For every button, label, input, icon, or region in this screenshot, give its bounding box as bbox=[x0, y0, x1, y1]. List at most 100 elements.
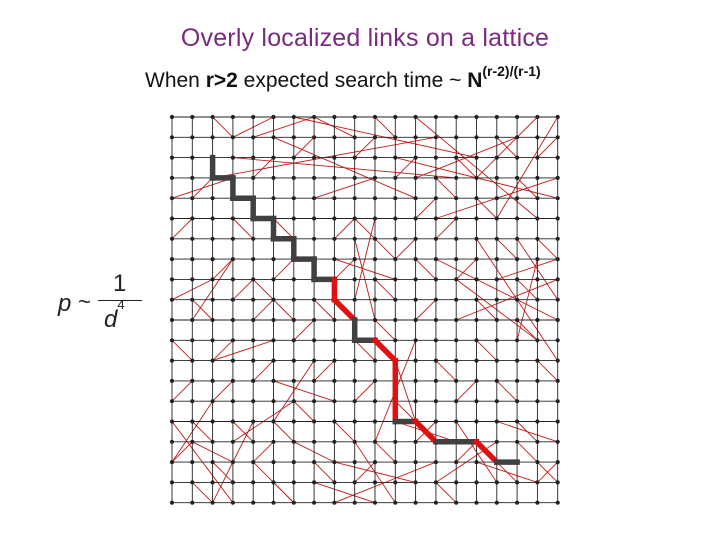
lattice-node bbox=[555, 358, 560, 363]
lattice-node bbox=[494, 175, 499, 180]
grid-lines bbox=[171, 116, 559, 504]
long-range-link bbox=[394, 157, 416, 179]
long-range-link bbox=[476, 299, 498, 321]
long-range-link bbox=[435, 482, 457, 504]
lattice-node bbox=[433, 399, 438, 404]
lattice-node bbox=[515, 480, 520, 485]
lattice-node bbox=[230, 135, 235, 140]
lattice-node bbox=[474, 480, 479, 485]
lattice-node bbox=[413, 338, 418, 343]
lattice-node bbox=[271, 155, 276, 160]
lattice-node bbox=[454, 135, 459, 140]
long-range-link bbox=[273, 218, 295, 240]
lattice-node bbox=[454, 419, 459, 424]
lattice-node bbox=[291, 216, 296, 221]
long-range-link bbox=[374, 116, 396, 138]
lattice-node bbox=[555, 460, 560, 465]
lattice-node bbox=[372, 358, 378, 363]
long-range-link bbox=[252, 441, 274, 463]
lattice-node bbox=[210, 236, 215, 241]
lattice-node bbox=[251, 317, 256, 323]
lattice-node bbox=[291, 419, 296, 424]
lattice-node bbox=[535, 175, 540, 180]
lattice-node bbox=[291, 317, 296, 323]
lattice-node bbox=[291, 135, 296, 140]
long-range-link bbox=[252, 360, 274, 382]
lattice-node bbox=[332, 236, 337, 241]
long-range-link bbox=[516, 279, 538, 301]
lattice-node bbox=[555, 196, 560, 201]
lattice-node bbox=[413, 135, 418, 140]
lattice-node bbox=[393, 277, 398, 282]
lattice-node bbox=[535, 196, 540, 201]
lattice-node bbox=[393, 135, 398, 140]
lattice-node bbox=[474, 297, 479, 302]
long-range-link bbox=[435, 177, 457, 199]
lattice-node bbox=[210, 114, 215, 120]
lattice-node bbox=[413, 399, 418, 404]
lattice-nodes bbox=[169, 114, 560, 505]
lattice-node bbox=[332, 114, 337, 120]
lattice-node bbox=[251, 114, 256, 120]
lattice-node bbox=[474, 277, 479, 282]
long-range-link bbox=[293, 136, 315, 158]
lattice-node bbox=[251, 257, 256, 262]
lattice-node bbox=[474, 114, 479, 120]
lattice-node bbox=[372, 439, 378, 444]
long-range-link bbox=[212, 339, 274, 362]
lattice-node bbox=[393, 500, 398, 505]
lattice-node bbox=[210, 135, 215, 140]
lattice-node bbox=[515, 257, 520, 262]
lattice-node bbox=[494, 500, 499, 505]
lattice-node bbox=[312, 480, 317, 485]
lattice-node bbox=[555, 399, 560, 404]
lattice-node bbox=[393, 297, 398, 302]
long-range-link bbox=[537, 238, 559, 260]
lattice-node bbox=[169, 277, 175, 282]
lattice-node bbox=[210, 277, 215, 282]
lattice-node bbox=[474, 196, 479, 201]
long-range-link bbox=[516, 319, 538, 341]
lattice-node bbox=[393, 460, 398, 465]
lattice-node bbox=[474, 317, 479, 323]
lattice-node bbox=[474, 399, 479, 404]
lattice-node bbox=[332, 257, 337, 262]
lattice-node bbox=[535, 439, 540, 444]
lattice-node bbox=[372, 399, 378, 404]
lattice-node bbox=[190, 317, 195, 323]
lattice-node bbox=[169, 236, 175, 241]
long-range-link bbox=[455, 441, 477, 463]
lattice-node bbox=[190, 338, 195, 343]
lattice-node bbox=[312, 399, 317, 404]
subtitle-condition: r>2 bbox=[205, 69, 238, 92]
long-range-link bbox=[171, 177, 234, 199]
lattice-node bbox=[251, 460, 256, 465]
probability-formula: p ~ 1 d4 bbox=[56, 270, 146, 350]
lattice-node bbox=[515, 378, 520, 383]
lattice-node bbox=[515, 317, 520, 323]
lattice-node bbox=[169, 175, 175, 180]
lattice-node bbox=[169, 500, 175, 505]
long-range-link bbox=[394, 238, 416, 260]
lattice-node bbox=[352, 155, 357, 160]
lattice-node bbox=[372, 378, 378, 383]
lattice-node bbox=[494, 419, 499, 424]
lattice-node bbox=[332, 480, 337, 485]
lattice-node bbox=[535, 236, 540, 241]
lattice-node bbox=[230, 399, 235, 404]
lattice-node bbox=[454, 378, 459, 383]
lattice-node bbox=[190, 297, 195, 302]
long-range-link bbox=[212, 461, 234, 483]
lattice-node bbox=[271, 297, 276, 302]
lattice-node bbox=[230, 480, 235, 485]
lattice-node bbox=[291, 358, 296, 363]
long-range-link bbox=[415, 258, 437, 280]
lattice-node bbox=[393, 155, 398, 160]
long-range-link bbox=[273, 136, 416, 199]
lattice-node bbox=[535, 216, 540, 221]
lattice-node bbox=[372, 460, 378, 465]
lattice-node bbox=[372, 480, 378, 485]
lattice-node bbox=[413, 155, 418, 160]
lattice-node bbox=[169, 114, 175, 120]
lattice-node bbox=[454, 358, 459, 363]
